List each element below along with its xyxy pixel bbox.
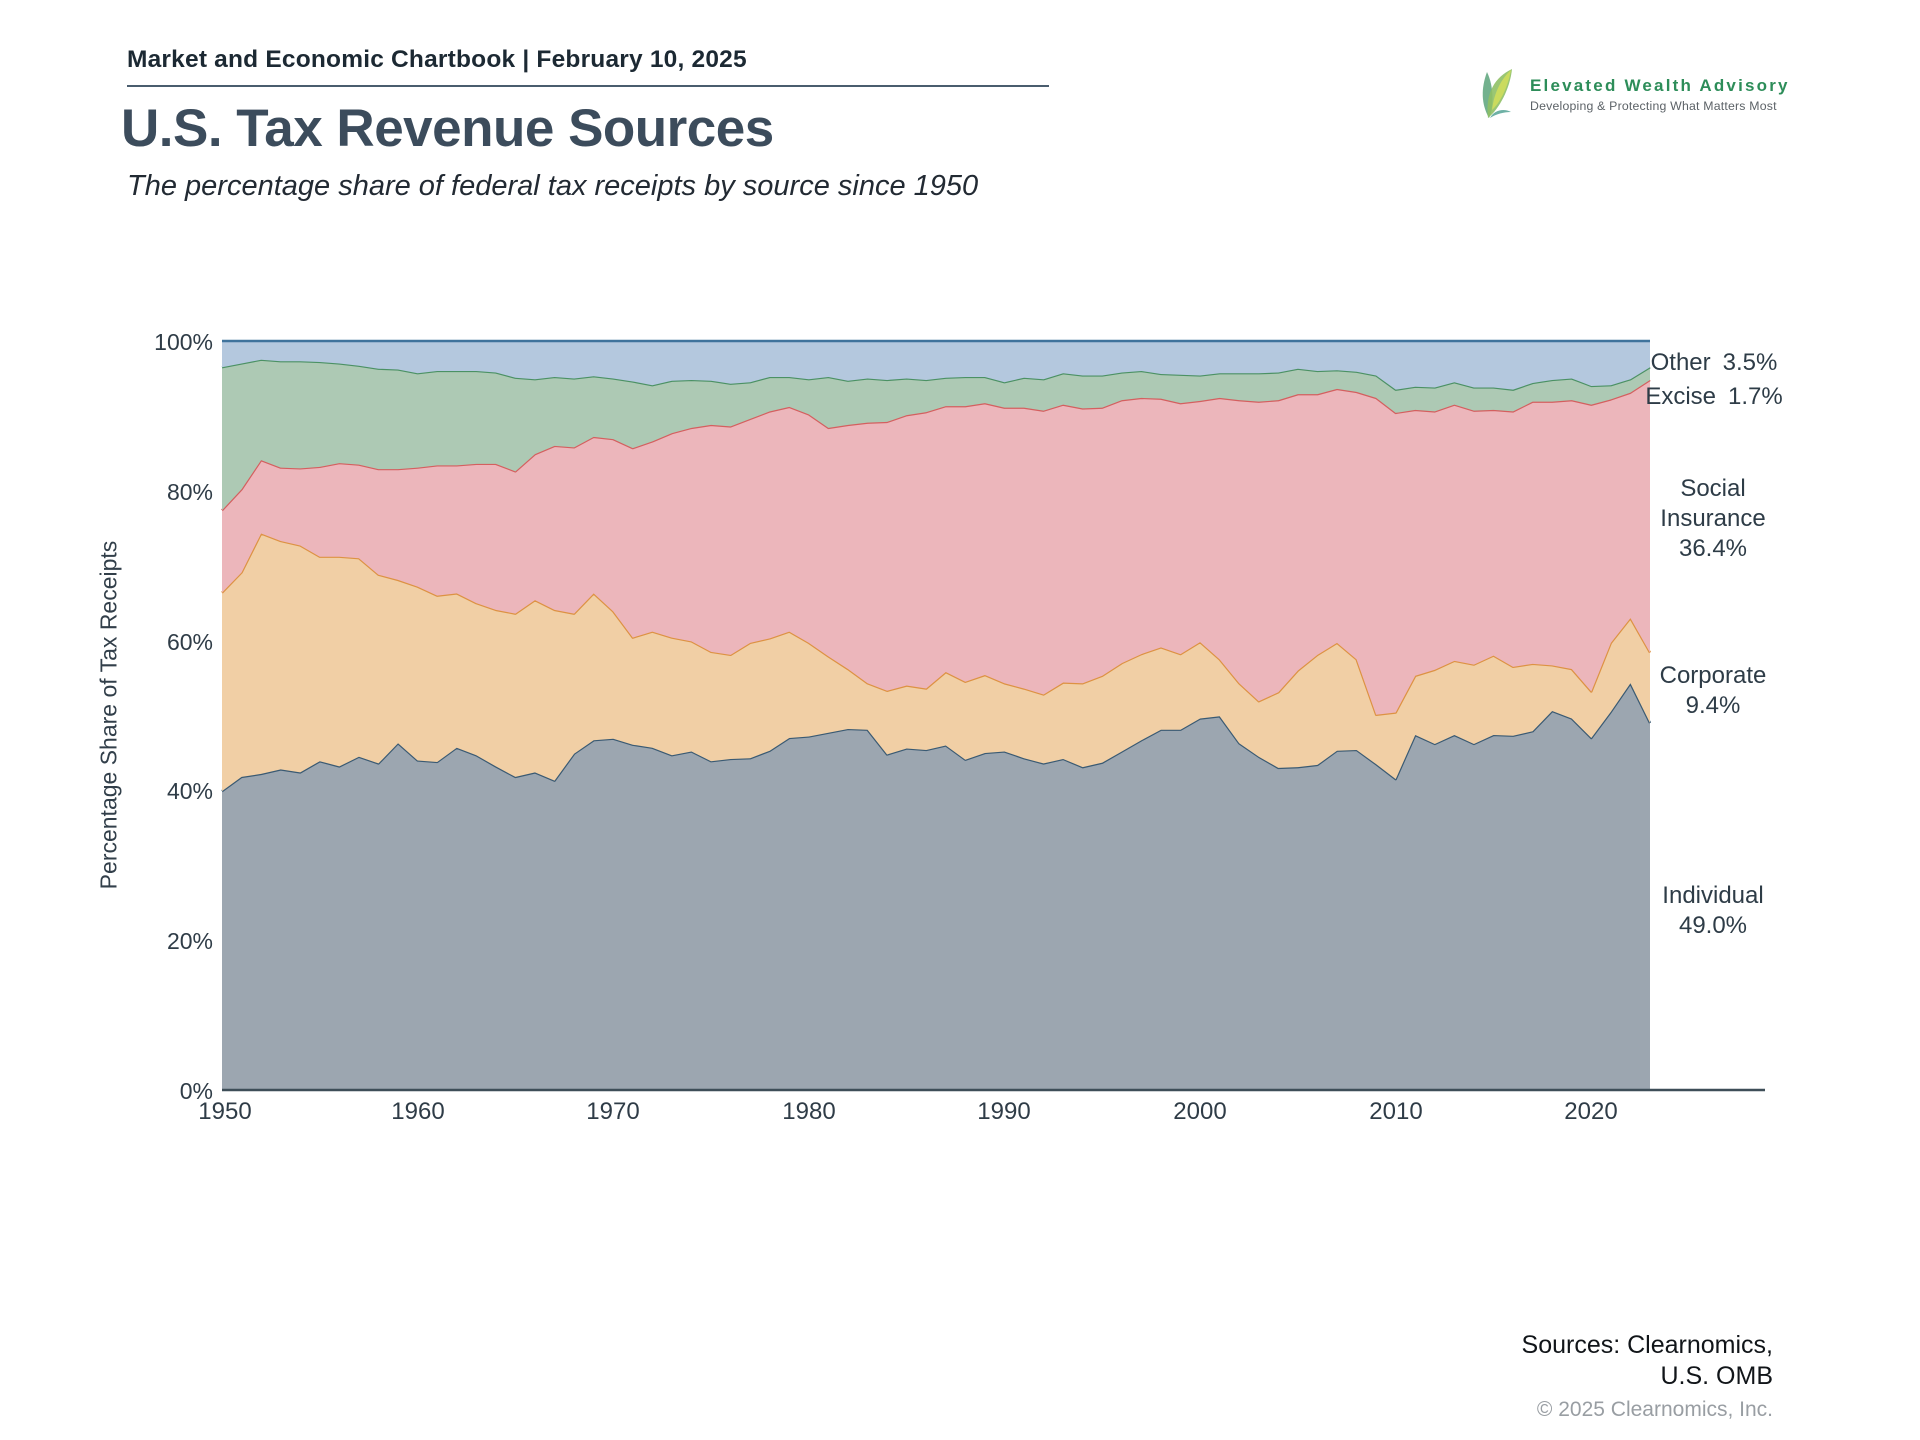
footer-sources: Sources: Clearnomics, U.S. OMB © 2025 Cl… (1522, 1330, 1773, 1425)
series-name-social-line1: Social (1680, 475, 1746, 502)
x-tick-1950: 1950 (198, 1098, 252, 1125)
y-tick-0: 0% (179, 1078, 213, 1104)
series-pct-social: 36.4% (1678, 535, 1748, 562)
series-label-individual: Individual 49.0% (1638, 881, 1788, 941)
x-tick-2000: 2000 (1173, 1098, 1227, 1125)
area-corporate (222, 533, 1650, 792)
page-subtitle: The percentage share of federal tax rece… (127, 170, 979, 202)
y-tick-100: 100% (154, 329, 213, 355)
y-tick-60: 60% (166, 629, 213, 655)
x-tick-1980: 1980 (782, 1098, 836, 1125)
x-tick-2020: 2020 (1564, 1098, 1618, 1125)
series-label-corporate: Corporate 9.4% (1638, 661, 1788, 721)
copyright: © 2025 Clearnomics, Inc. (1536, 1398, 1773, 1421)
logo: Elevated Wealth Advisory Developing & Pr… (1478, 66, 1790, 122)
series-name-social-line2: Insurance (1660, 505, 1766, 532)
x-tick-2010: 2010 (1369, 1098, 1423, 1125)
logo-name: Elevated Wealth Advisory (1530, 76, 1790, 95)
logo-text: Elevated Wealth Advisory Developing & Pr… (1530, 66, 1790, 113)
series-pct-individual: 49.0% (1678, 912, 1748, 939)
series-pct-corporate: 9.4% (1685, 692, 1741, 719)
sources-line-1: Sources: Clearnomics, (1521, 1331, 1773, 1359)
x-tick-1960: 1960 (391, 1098, 445, 1125)
sources-line-2: U.S. OMB (1660, 1362, 1773, 1390)
series-label-social-insurance: Social Insurance 36.4% (1638, 474, 1788, 564)
series-label-excise: Excise 1.7% (1645, 382, 1783, 412)
series-name-individual: Individual (1662, 882, 1764, 909)
page-title: U.S. Tax Revenue Sources (121, 99, 774, 158)
area-other (222, 341, 1650, 390)
x-tick-1990: 1990 (977, 1098, 1031, 1125)
y-tick-80: 80% (166, 479, 213, 505)
x-tick-1970: 1970 (586, 1098, 640, 1125)
logo-tagline: Developing & Protecting What Matters Mos… (1530, 99, 1777, 113)
area-individual (222, 683, 1650, 1090)
area-excise (222, 359, 1650, 511)
series-name-corporate: Corporate (1659, 662, 1767, 689)
series-pct-excise: 1.7% (1728, 383, 1783, 410)
y-axis-label: Percentage Share of Tax Receipts (95, 540, 122, 890)
y-tick-20: 20% (166, 928, 213, 954)
header-divider (127, 85, 1049, 87)
series-name-other: Other (1650, 349, 1711, 376)
series-label-other: Other 3.5% (1648, 348, 1780, 378)
series-name-excise: Excise (1645, 383, 1716, 410)
area-social-insurance (222, 379, 1650, 715)
line-individual (221, 682, 1652, 793)
series-pct-other: 3.5% (1722, 349, 1778, 376)
logo-leaf-icon (1478, 66, 1518, 122)
header-chartbook-label: Market and Economic Chartbook | February… (127, 46, 747, 73)
y-tick-40: 40% (166, 778, 213, 804)
